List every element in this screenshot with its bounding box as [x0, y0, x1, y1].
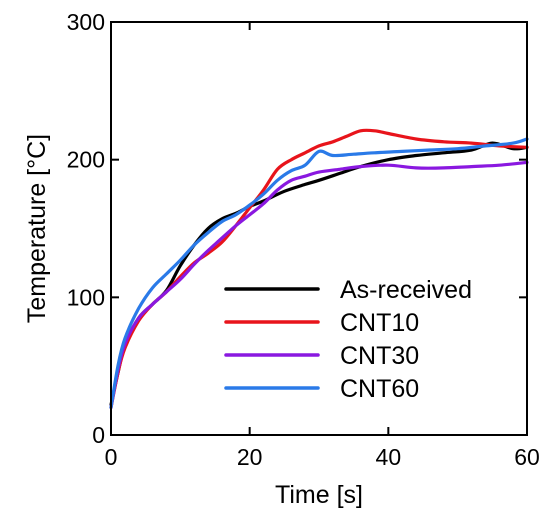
ticks-layer: 0 20 40 60 0 100 200 300 [67, 9, 540, 470]
series-line-3 [109, 137, 529, 410]
legend-label-0: As-received [340, 276, 472, 304]
series-layer [109, 128, 529, 410]
y-tick-label: 300 [67, 9, 105, 35]
x-tick-label: 60 [514, 444, 540, 470]
y-tick-label: 0 [92, 422, 105, 448]
series-line-2 [109, 160, 529, 410]
legend-label-3: CNT60 [340, 375, 419, 403]
legend-label-2: CNT30 [340, 342, 419, 370]
y-tick-label: 200 [67, 147, 105, 173]
y-tick-label: 100 [67, 284, 105, 310]
plot-frame [110, 21, 528, 436]
y-axis-title: Temperature [°C] [23, 134, 51, 323]
series-line-0 [109, 141, 529, 407]
x-tick-label: 20 [237, 444, 263, 470]
x-tick-label: 0 [105, 444, 118, 470]
x-tick-label: 40 [376, 444, 402, 470]
x-axis-title: Time [s] [275, 481, 363, 509]
legend-label-1: CNT10 [340, 309, 419, 337]
legend: As-received CNT10 CNT30 CNT60 [224, 276, 472, 403]
